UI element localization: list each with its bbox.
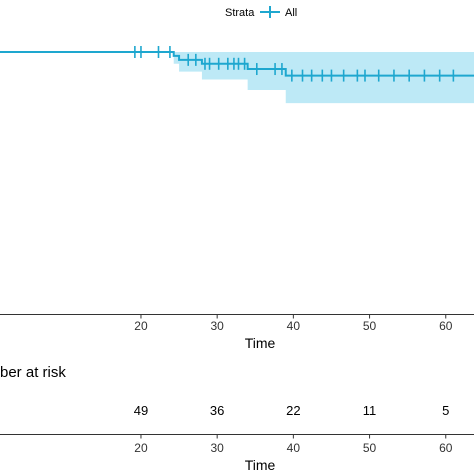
risk-table-counts: 49 36 22 11 5: [134, 403, 450, 418]
x-axis-tick-label-60: 60: [439, 319, 453, 333]
risk-x-axis-tick-label-20: 20: [134, 441, 148, 455]
survival-curve: [0, 51, 474, 77]
risk-x-axis-tick-label-50: 50: [363, 441, 377, 455]
risk-table-x-title: Time: [245, 457, 276, 473]
x-axis-title: Time: [245, 335, 276, 351]
risk-table-title: ber at risk: [0, 364, 66, 381]
risk-count-40: 22: [286, 403, 300, 418]
censor-marks: [134, 46, 455, 82]
confidence-band: [0, 52, 474, 104]
legend: Strata All: [225, 6, 297, 19]
risk-count-50: 11: [363, 403, 377, 418]
x-axis-tick-label-20: 20: [134, 319, 148, 333]
risk-count-60: 5: [442, 403, 449, 418]
legend-title: Strata: [225, 7, 255, 19]
x-axis-ticks: 20 30 40 50 60: [134, 314, 453, 333]
risk-count-30: 36: [210, 403, 224, 418]
risk-x-axis-tick-label-60: 60: [439, 441, 453, 455]
risk-count-20: 49: [134, 403, 148, 418]
risk-table-ticks: 20 30 40 50 60: [134, 434, 453, 455]
legend-entry-all: All: [285, 7, 297, 19]
risk-x-axis-tick-label-30: 30: [210, 441, 224, 455]
x-axis-tick-label-40: 40: [287, 319, 301, 333]
plot-area: [0, 46, 474, 104]
x-axis-tick-label-50: 50: [363, 319, 377, 333]
risk-x-axis-tick-label-40: 40: [287, 441, 301, 455]
x-axis-tick-label-30: 30: [210, 319, 224, 333]
